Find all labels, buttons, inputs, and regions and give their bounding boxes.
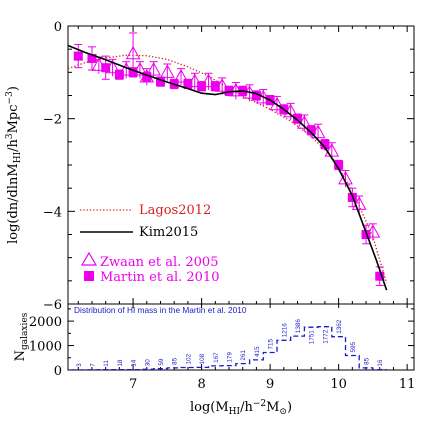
y-tick-label: −4 (43, 205, 62, 220)
martin-point (197, 81, 207, 91)
histogram-count-label: 108 (199, 353, 206, 364)
histogram-title: Distribution of HI mass in the Martin et… (74, 305, 247, 315)
legend-lagos-label: Lagos2012 (139, 203, 211, 218)
histogram-count-label: 415 (254, 346, 261, 357)
legend-zwaan-triangle (80, 251, 98, 266)
kim2015-curve (68, 44, 388, 291)
histogram-count-label: 85 (364, 357, 371, 365)
histogram-step (70, 326, 387, 370)
histogram-count-label: 59 (158, 358, 165, 366)
y-tick-label: −2 (43, 113, 62, 128)
hist-y-tick-label: 0 (54, 364, 62, 379)
histogram-count-label: 102 (185, 353, 192, 364)
histogram-count-label: 595 (350, 341, 357, 352)
histogram-count-label: 1751 (309, 330, 316, 345)
hist-y-tick-label: 1000 (29, 340, 62, 355)
legend-zwaan-label: Zwaan et al. 2005 (100, 255, 218, 270)
x-tick-label: 11 (399, 377, 416, 392)
zwaan-point (173, 68, 189, 83)
histogram-count-label: 18 (117, 359, 124, 367)
martin-point (183, 79, 193, 89)
main-y-axis-label: log(dn/dlnMHI/h3Mpc−3) (5, 86, 23, 244)
histogram-count-label: 30 (144, 359, 151, 367)
legend-kim-label: Kim2015 (139, 225, 198, 240)
martin-point (142, 72, 152, 82)
y-tick-label: −6 (43, 298, 62, 313)
zwaan-point (125, 45, 141, 60)
x-tick-label: 9 (266, 377, 274, 392)
martin-point (87, 53, 97, 63)
histogram-panel-frame (67, 303, 415, 371)
legend-martin-square (84, 271, 94, 281)
histogram-count-label: 14 (131, 359, 138, 367)
x-tick-label: 8 (197, 377, 205, 392)
histogram-count-label: 1362 (336, 319, 343, 334)
hist-y-tick-label: 2000 (29, 315, 62, 330)
martin-point (251, 91, 261, 100)
histogram-count-label: 167 (213, 352, 220, 363)
martin-point (128, 67, 138, 77)
histogram-count-label: 1772 (322, 329, 329, 344)
martin-point (73, 51, 83, 61)
martin-point (224, 86, 234, 96)
martin-point (210, 81, 220, 91)
martin-point (155, 77, 165, 87)
zwaan-point (324, 143, 340, 157)
x-tick-label: 7 (129, 377, 137, 392)
histogram-count-label: 3 (76, 363, 83, 367)
martin-point (334, 160, 344, 170)
histogram-count-label: 715 (268, 338, 275, 349)
zwaan-point (146, 61, 161, 76)
histogram-count-label: 1216 (281, 323, 288, 338)
histogram-panel-ticks: 7 8 9 10 11 0 1000 2000 (29, 304, 416, 392)
martin-point (306, 125, 316, 135)
martin-point (114, 70, 124, 80)
legend: Lagos2012 Kim2015 Zwaan et al. 2005 Mart… (80, 203, 219, 285)
main-panel-ticks: 0 −2 −4 −6 (43, 20, 414, 313)
x-axis-label: log(MHI/h−2M⊙) (190, 399, 292, 417)
zwaan-point (201, 73, 216, 88)
martin-point (293, 114, 303, 124)
martin-point (101, 63, 111, 73)
main-panel-series (68, 32, 388, 291)
y-tick-label: 0 (54, 20, 62, 35)
histogram-count-label: 1386 (295, 319, 302, 334)
histogram-series: 3 7 11 18 14 30 59 85 102 108 167 179 261 415 715 1216 1… (70, 319, 387, 370)
histogram-count-label: 179 (227, 352, 234, 363)
martin-point (375, 271, 385, 281)
histogram-count-label: 261 (240, 350, 247, 361)
histogram-count-label: 11 (103, 360, 110, 367)
histogram-y-axis-label: Ngalaxies (13, 312, 30, 361)
histogram-count-label: 16 (377, 359, 384, 367)
legend-martin-label: Martin et al. 2010 (100, 270, 219, 285)
x-tick-label: 10 (330, 377, 347, 392)
martin-point (320, 139, 330, 149)
histogram-count-label: 7 (90, 363, 97, 367)
histogram-count-label: 85 (172, 357, 179, 365)
zwaan-point (160, 64, 175, 78)
